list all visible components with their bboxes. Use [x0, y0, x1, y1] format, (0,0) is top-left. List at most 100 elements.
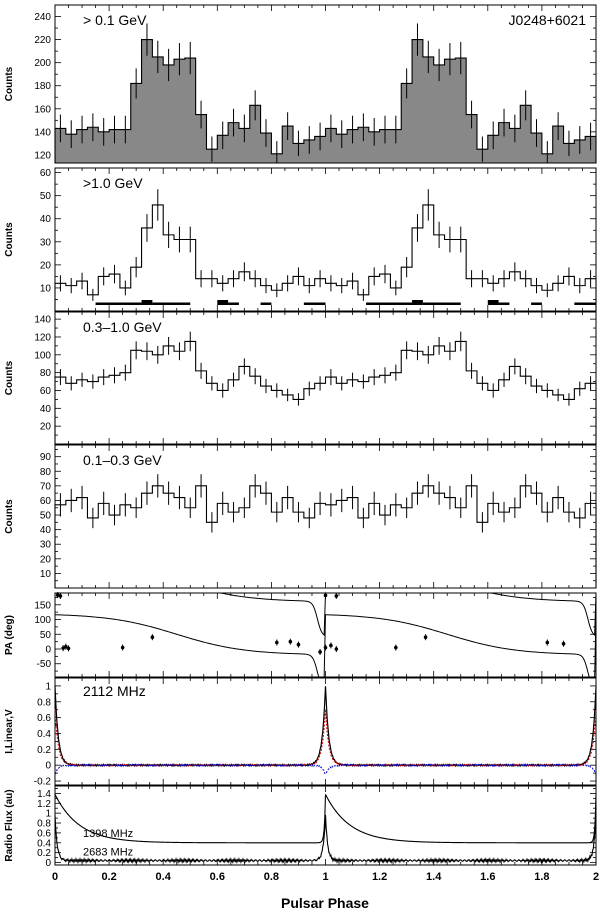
energy-band-label: 0.1–0.3 GeV	[83, 452, 162, 468]
x-tick-label: 1.2	[372, 871, 387, 883]
y-tick-label: 0	[45, 645, 51, 656]
bayesian-block	[152, 302, 191, 305]
pa-data-point	[296, 642, 301, 647]
pa-data-point	[561, 641, 566, 646]
energy-band-label: > 0.1 GeV	[83, 12, 147, 28]
pa-data-point	[323, 593, 328, 598]
profile-linear	[54, 709, 597, 767]
radio-profile-1	[54, 814, 597, 865]
x-tick-label: 0.4	[156, 871, 172, 883]
x-tick-label: 1.6	[480, 871, 495, 883]
bayesian-block	[95, 302, 142, 305]
histogram-series	[54, 485, 597, 588]
bayesian-block	[366, 302, 413, 305]
y-axis-label: PA (deg)	[4, 615, 15, 655]
pulsar-name-label: J0248+6021	[509, 12, 587, 28]
bayesian-block	[487, 300, 499, 305]
y-tick-label: 0	[45, 761, 51, 772]
pa-data-point	[288, 639, 293, 644]
y-tick-label: 10	[40, 283, 52, 294]
y-axis-label: Counts	[4, 222, 15, 257]
y-axis-label: I,Linear,V	[4, 709, 15, 754]
y-tick-label: 200	[34, 58, 51, 69]
bayesian-block	[412, 300, 423, 305]
y-tick-label: 70	[40, 481, 52, 492]
x-tick-label: 1	[322, 871, 328, 883]
y-tick-label: 30	[40, 540, 52, 551]
y-tick-label: 50	[40, 511, 52, 522]
y-axis-label: Counts	[4, 499, 15, 534]
pa-data-point	[329, 643, 333, 648]
radio-profile-0	[54, 794, 597, 844]
y-tick-label: 20	[40, 554, 52, 565]
histogram-series	[54, 340, 597, 444]
x-tick-label: 1.4	[426, 871, 442, 883]
pa-data-point	[58, 594, 63, 598]
y-tick-label: 1	[45, 681, 51, 692]
y-tick-label: 100	[34, 350, 51, 361]
panel-gamma_0.3_1GeV: 20 40 60 80 100 120 140 Counts 0.3–1.0 GeV	[4, 311, 597, 445]
y-tick-label: 100	[34, 615, 51, 626]
y-tick-label: -50	[37, 659, 52, 670]
bayesian-block	[260, 302, 272, 305]
y-tick-label: 20	[40, 422, 52, 433]
y-tick-label: 30	[40, 237, 52, 248]
y-tick-label: 80	[40, 467, 52, 478]
series-label-2683: 2683 MHz	[83, 847, 133, 859]
bayesian-block	[228, 302, 239, 305]
y-tick-label: 60	[40, 386, 52, 397]
y-tick-label: 80	[40, 368, 52, 379]
y-tick-label: 50	[40, 630, 52, 641]
pa-data-point	[66, 646, 71, 651]
y-tick-label: 0.4	[37, 838, 51, 849]
y-tick-label: 1	[45, 809, 51, 820]
bayesian-block	[217, 300, 229, 305]
pa-data-point	[394, 645, 398, 650]
y-tick-label: 0.4	[37, 729, 51, 740]
panel-gamma_0.1_0.3GeV: 10 20 30 40 50 60 70 80 90 Counts 0.1–0.3 GeV	[4, 444, 597, 589]
y-tick-label: 90	[40, 452, 52, 463]
pa-data-point	[275, 640, 279, 645]
y-tick-label: 1.2	[37, 799, 51, 810]
pa-data-point	[323, 645, 328, 650]
y-tick-label: 20	[40, 260, 52, 271]
panel-radio_profiles: 00.20.40.60.811.21.4 Radio Flux (au) 1398 …	[4, 785, 597, 869]
pa-data-point	[334, 594, 339, 598]
histogram-series	[54, 204, 597, 311]
panel-polarization_profile: -0.2 0 0.2 0.4 0.6 0.8 1 I,Linear,V 2112 MHz	[4, 677, 597, 788]
y-tick-label: 60	[40, 168, 52, 179]
series-label-1398: 1398 MHz	[83, 828, 133, 840]
y-tick-label: 140	[34, 315, 51, 326]
pa-data-point	[61, 646, 65, 650]
y-tick-label: 0.2	[37, 848, 51, 859]
pa-data-point	[55, 593, 60, 597]
panel-gamma_above_1GeV: 10 20 30 40 50 60 Counts >1.0 GeV	[4, 167, 597, 312]
x-axis-label: Pulsar Phase	[281, 895, 369, 911]
y-tick-label: 0.6	[37, 713, 51, 724]
pa-data-point	[318, 650, 322, 654]
y-tick-label: 40	[40, 525, 52, 536]
x-tick-label: 0.2	[101, 871, 116, 883]
y-axis-label: Counts	[4, 66, 15, 101]
x-tick-label: 1.8	[534, 871, 549, 883]
y-tick-label: 50	[40, 191, 52, 202]
y-tick-label: 240	[34, 12, 51, 23]
x-tick-label: 0	[52, 871, 58, 883]
energy-band-label: 0.3–1.0 GeV	[83, 319, 162, 335]
y-axis-label: Radio Flux (au)	[4, 789, 15, 861]
y-tick-label: -0.2	[34, 777, 52, 788]
y-tick-label: 40	[40, 214, 52, 225]
y-tick-label: 10	[40, 569, 52, 580]
panel-polarization_angle: -50 0 50 100 150 PA (deg)	[4, 592, 597, 678]
y-tick-label: 120	[34, 332, 51, 343]
y-tick-label: 150	[34, 600, 51, 611]
pa-data-point	[545, 640, 550, 645]
rvm-model-curve	[54, 614, 597, 678]
bayesian-block	[531, 302, 542, 305]
y-tick-label: 1.4	[37, 789, 51, 800]
y-tick-label: 180	[34, 81, 51, 92]
y-tick-label: 0.2	[37, 745, 51, 756]
y-tick-label: 0.8	[37, 697, 51, 708]
bayesian-block	[141, 300, 153, 305]
